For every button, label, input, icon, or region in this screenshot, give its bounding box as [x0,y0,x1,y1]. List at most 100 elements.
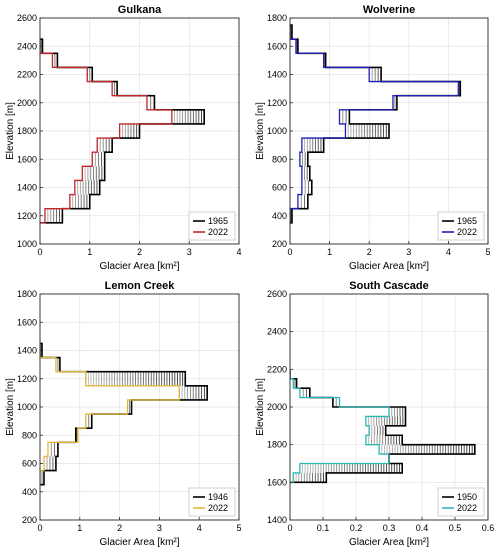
series-2022-line [290,369,390,483]
legend-label: 1965 [208,216,228,226]
legend-label: 2022 [457,503,477,513]
series-2022-bar [290,379,293,388]
y-tick-label: 1600 [17,317,37,327]
series-2022-line [40,39,173,224]
x-tick-label: 0.2 [350,523,363,533]
series-1950-bar [290,473,326,482]
series-2022-bar [290,166,302,180]
legend-label: 2022 [208,227,228,237]
y-tick-label: 1000 [17,239,37,249]
y-tick-label: 400 [272,211,287,221]
x-tick-label: 5 [236,523,241,533]
legend-label: 2022 [208,503,228,513]
y-tick-label: 200 [22,515,37,525]
y-tick-label: 1400 [17,183,37,193]
x-tick-label: 0.5 [449,523,462,533]
series-2022-bar [290,435,366,444]
legend-label: 2022 [457,227,477,237]
x-tick-label: 2 [137,247,142,257]
y-tick-label: 2200 [267,364,287,374]
x-tick-label: 3 [157,523,162,533]
y-tick-label: 1400 [17,346,37,356]
y-tick-label: 600 [272,183,287,193]
y-tick-label: 2400 [17,41,37,51]
y-tick-label: 2400 [267,327,287,337]
series-1950-line [290,369,476,484]
y-tick-label: 1600 [267,477,287,487]
y-tick-label: 1800 [267,440,287,450]
y-tick-label: 2600 [267,289,287,299]
series-2022-bar [290,426,369,435]
x-tick-label: 0 [287,247,292,257]
x-tick-label: 0 [37,523,42,533]
y-tick-label: 1800 [267,13,287,23]
y-axis-label: Elevation [m] [255,378,266,436]
x-axis-label: Glacier Area [km²] [349,261,429,272]
y-tick-label: 1000 [267,126,287,136]
x-tick-label: 5 [485,247,490,257]
y-tick-label: 2000 [267,402,287,412]
y-axis-label: Elevation [m] [5,378,16,436]
panel-title: South Cascade [349,280,428,292]
legend-label: 1965 [457,216,477,226]
y-tick-label: 1600 [267,41,287,51]
series-2022-bar [40,138,97,152]
legend-label: 1946 [208,492,228,502]
panel-3: 0 0.1 0.2 0.3 0.4 0.5 0.6 1400 1600 1800 2000 2200 2… [255,280,494,548]
y-tick-label: 800 [272,154,287,164]
y-tick-label: 1800 [17,289,37,299]
x-tick-label: 0.1 [317,523,330,533]
series-2022-bar [40,110,172,124]
x-axis-label: Glacier Area [km²] [349,537,429,548]
x-tick-label: 2 [367,247,372,257]
series-2022-bar [290,96,393,110]
x-tick-label: 1 [327,247,332,257]
series-2022-line [290,25,459,223]
legend-box [437,487,485,517]
y-tick-label: 1200 [267,98,287,108]
x-tick-label: 1 [77,523,82,533]
panel-title: Wolverine [363,4,415,16]
series-2022-bar [40,428,78,442]
x-tick-label: 4 [446,247,451,257]
x-tick-label: 2 [117,523,122,533]
series-2022-bar [40,124,120,138]
x-tick-label: 1 [87,247,92,257]
y-axis-label: Elevation [m] [5,102,16,160]
series-2022-bar [290,464,300,473]
series-2022-bar [290,82,458,96]
y-tick-label: 1000 [17,402,37,412]
y-tick-label: 1400 [267,70,287,80]
x-tick-label: 4 [197,523,202,533]
x-axis-label: Glacier Area [km²] [99,261,179,272]
series-2022-bar [290,195,298,209]
series-2022-bar [40,166,82,180]
panel-0: 0 1 2 3 4 1000 1200 1400 1600 1800 2000 2200 2400 260… [5,4,242,272]
x-tick-label: 0 [287,523,292,533]
x-axis-label: Glacier Area [km²] [99,537,179,548]
series-2022-bar [40,358,56,372]
y-tick-label: 1200 [17,374,37,384]
series-2022-bar [40,67,87,81]
series-2022-bar [290,473,293,482]
series-2022-bar [290,454,389,463]
series-2022-bar [290,445,379,454]
series-2022-bar [290,138,302,152]
panel-title: Gulkana [118,4,162,16]
x-tick-label: 0.6 [482,523,495,533]
y-tick-label: 1200 [17,211,37,221]
y-tick-label: 800 [22,430,37,440]
y-tick-label: 2600 [17,13,37,23]
legend-box [188,211,236,241]
series-2022-line [40,343,180,485]
series-1950-bar [290,464,402,473]
series-2022-bar [290,110,340,124]
legend-box [188,487,236,517]
y-tick-label: 1600 [17,154,37,164]
series-2022-bar [290,398,340,407]
y-tick-label: 200 [272,239,287,249]
